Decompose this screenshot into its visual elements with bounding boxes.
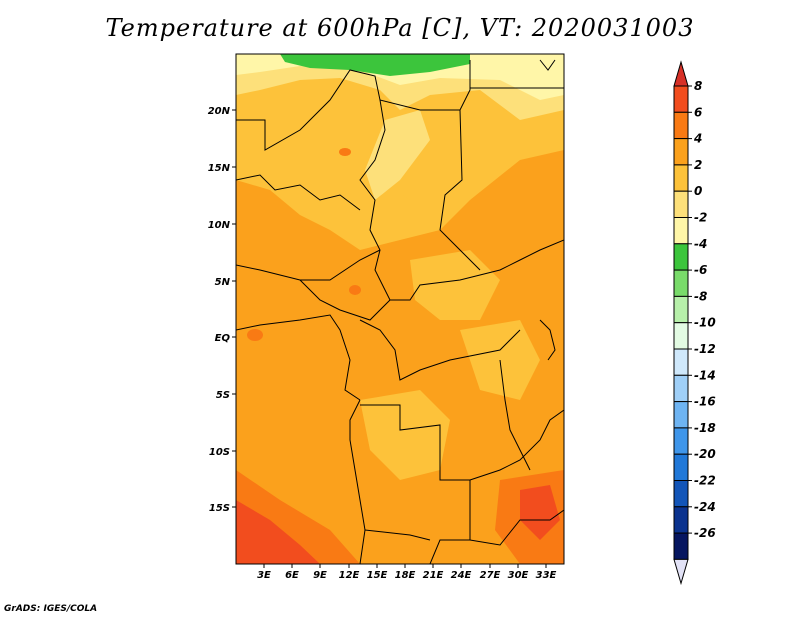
colorbar-swatch [673, 532, 689, 560]
lat-label-5s: 5S [216, 390, 230, 401]
colorbar-label: 0 [694, 184, 702, 198]
colorbar-label: 8 [694, 79, 702, 93]
colorbar-swatch [673, 506, 689, 534]
colorbar-swatch [673, 85, 689, 113]
field-warm-spot-a [339, 148, 351, 156]
colorbar-label: -20 [694, 447, 716, 461]
colorbar-label: -16 [694, 395, 716, 409]
lat-label-5n: 5N [215, 277, 231, 288]
colorbar-swatch [673, 374, 689, 403]
lon-label-21e: 21E [423, 570, 444, 581]
colorbar-swatch [673, 427, 689, 455]
country-borders [236, 59, 564, 564]
lon-label-24e: 24E [451, 570, 472, 581]
colorbar-swatch [673, 269, 689, 297]
longitude-axis: 3E 6E 9E 12E 15E 18E 21E 24E 27E 30E 33E [257, 564, 557, 581]
colorbar-label: 6 [694, 105, 702, 119]
map-title: Temperature at 600hPa [C], VT: 202003100… [105, 14, 695, 42]
field-6to8-southeast [520, 485, 560, 540]
colorbar-swatch [673, 164, 689, 192]
lon-label-30e: 30E [508, 570, 529, 581]
lon-label-12e: 12E [339, 570, 360, 581]
lat-label-15s: 15S [209, 503, 230, 514]
lon-label-33e: 33E [536, 570, 557, 581]
colorbar-label: -14 [694, 368, 716, 382]
map-frame [235, 53, 565, 565]
lat-label-10n: 10N [208, 220, 231, 231]
field-warm-spot-b [247, 329, 263, 341]
colorbar-bottom-arrow [673, 558, 689, 586]
colorbar-label: -6 [694, 263, 707, 277]
colorbar-swatch [673, 348, 689, 376]
field-m2to0-streak [365, 110, 430, 200]
colorbar-label: -26 [694, 526, 716, 540]
colorbar-label: -2 [694, 211, 707, 225]
colorbar-label: -4 [694, 237, 707, 251]
colorbar-swatch [673, 190, 689, 218]
colorbar-top-arrow [673, 60, 689, 87]
colorbar-swatch [673, 295, 689, 324]
colorbar-label: 2 [694, 158, 702, 172]
lon-label-27e: 27E [480, 570, 501, 581]
colorbar: 8 6 4 2 0 -2 -4 -6 -8 -10 -12 -14 -16 -18 -20 -22 -24 -26 [673, 60, 716, 586]
lon-label-9e: 9E [313, 570, 327, 581]
lat-label-eq: EQ [215, 333, 231, 344]
colorbar-swatch [673, 217, 689, 245]
colorbar-swatch [673, 480, 689, 508]
lat-label-15n: 15N [208, 163, 231, 174]
colorbar-swatch [673, 322, 689, 350]
latitude-axis: 20N 15N 10N 5N EQ 5S 10S 15S [208, 106, 236, 514]
lon-label-18e: 18E [395, 570, 416, 581]
field-warm-spot-c [349, 285, 361, 295]
lon-label-3e: 3E [257, 570, 271, 581]
field-m6tom4 [280, 54, 470, 76]
field-0to2-patch-b [360, 390, 450, 480]
temperature-field [236, 54, 564, 564]
colorbar-label: -12 [694, 342, 716, 356]
colorbar-label: -10 [694, 316, 716, 330]
colorbar-swatch [673, 243, 689, 271]
colorbar-label: -8 [694, 289, 707, 303]
colorbar-swatch [673, 453, 689, 482]
colorbar-swatch [673, 111, 689, 140]
colorbar-label: -22 [694, 474, 716, 488]
colorbar-swatch [673, 401, 689, 429]
lon-label-15e: 15E [367, 570, 388, 581]
lon-label-6e: 6E [285, 570, 299, 581]
colorbar-label: -18 [694, 421, 716, 435]
colorbar-label: 4 [693, 132, 702, 146]
credit-label: GrADS: IGES/COLA [4, 604, 98, 614]
colorbar-label: -24 [694, 500, 716, 514]
lat-label-20n: 20N [208, 106, 231, 117]
colorbar-swatch [673, 138, 689, 166]
lat-label-10s: 10S [209, 447, 230, 458]
field-6to8-southwest [236, 500, 320, 564]
